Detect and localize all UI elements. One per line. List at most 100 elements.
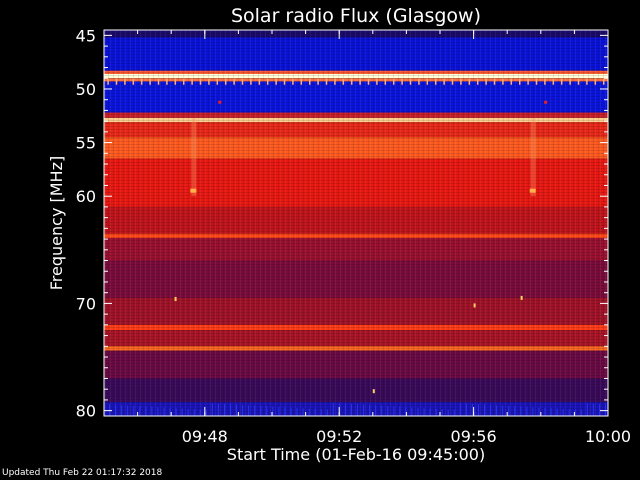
interference-tick <box>468 78 471 85</box>
noise-line <box>375 405 377 416</box>
noise-line <box>447 409 449 416</box>
noise-line <box>254 405 256 416</box>
noise-line <box>284 407 286 416</box>
interference-tick <box>258 78 261 85</box>
interference-tick <box>182 78 185 85</box>
noise-line <box>242 404 244 416</box>
interference-tick <box>208 78 210 85</box>
noise-line <box>223 403 225 416</box>
speckle-2 <box>372 389 375 394</box>
interference-tick <box>594 78 597 85</box>
interference-tick <box>132 78 135 85</box>
interference-tick <box>250 78 252 85</box>
noise-line <box>169 407 171 416</box>
burst-dot-1 <box>529 188 536 193</box>
x-tick-label-2: 09:56 <box>451 427 497 446</box>
interference-tick <box>376 78 378 85</box>
noise-line <box>151 406 153 416</box>
noise-line <box>423 408 425 416</box>
noise-line <box>163 407 165 416</box>
interference-tick <box>510 78 513 85</box>
y-tick-label-2: 55 <box>76 134 96 153</box>
noise-line <box>181 408 183 416</box>
noise-line <box>441 409 443 416</box>
interference-tick <box>384 78 387 85</box>
interference-tick <box>140 78 143 85</box>
chart-title: Solar radio Flux (Glasgow) <box>231 5 481 27</box>
burst-dot-0 <box>190 188 197 193</box>
noise-line <box>580 409 582 416</box>
noise-line <box>296 407 298 416</box>
y-tick-label-0: 45 <box>76 26 96 45</box>
noise-line <box>187 408 189 416</box>
noise-line <box>175 408 177 416</box>
noise-line <box>260 405 262 416</box>
interference-tick <box>342 78 345 85</box>
noise-line <box>484 404 486 416</box>
noise-line <box>363 404 365 416</box>
interference-tick <box>451 78 454 85</box>
noise-line <box>538 407 540 416</box>
noise-line <box>145 406 147 416</box>
noise-line <box>157 407 159 416</box>
updated-timestamp: Updated Thu Feb 22 01:17:32 2018 <box>2 468 163 478</box>
interference-tick <box>552 78 555 85</box>
noise-line <box>459 403 461 416</box>
interference-tick <box>544 78 546 85</box>
noise-line <box>465 403 467 416</box>
noise-line <box>514 406 516 416</box>
x-tick-label-3: 10:00 <box>585 427 631 446</box>
noise-line <box>357 404 359 416</box>
noise-line <box>217 403 219 416</box>
noise-line <box>369 405 371 416</box>
noise-line <box>417 407 419 416</box>
noise-line <box>471 403 473 416</box>
x-tick-label-0: 09:48 <box>182 427 228 446</box>
noise-line <box>236 404 238 416</box>
interference-tick <box>460 78 462 85</box>
noise-line <box>544 407 546 416</box>
interference-tick <box>224 78 227 85</box>
spectrogram-features <box>107 78 606 416</box>
noise-line <box>278 406 280 416</box>
speckle-1 <box>174 296 177 301</box>
interference-tick <box>350 78 353 85</box>
texture-vertical <box>104 30 608 416</box>
noise-line <box>586 403 588 416</box>
noise-line <box>502 405 504 416</box>
interference-tick <box>426 78 429 85</box>
y-axis-label: Frequency [MHz] <box>47 156 66 290</box>
noise-line <box>302 408 304 416</box>
interference-tick <box>166 78 168 85</box>
noise-line <box>490 404 492 416</box>
burst-column-1 <box>530 117 536 197</box>
interference-tick <box>535 78 538 85</box>
noise-line <box>568 409 570 416</box>
interference-tick <box>233 78 235 85</box>
noise-line <box>121 405 123 416</box>
interference-tick <box>502 78 504 85</box>
noise-line <box>399 406 401 416</box>
noise-line <box>248 405 250 416</box>
interference-tick <box>577 78 580 85</box>
interference-tick <box>300 78 303 85</box>
noise-line <box>477 404 479 416</box>
noise-line <box>272 406 274 416</box>
interference-tick <box>586 78 588 85</box>
noise-line <box>381 405 383 416</box>
interference-tick <box>493 78 496 85</box>
noise-line <box>405 407 407 416</box>
burst-column-0 <box>191 117 197 197</box>
interference-tick <box>409 78 412 85</box>
noise-line <box>350 404 352 416</box>
noise-line <box>332 403 334 416</box>
interference-tick <box>401 78 403 85</box>
noise-line <box>266 406 268 416</box>
interference-tick <box>157 78 160 85</box>
interference-tick <box>199 78 202 85</box>
interference-tick <box>334 78 336 85</box>
interference-tick <box>124 78 126 85</box>
noise-line <box>592 403 594 416</box>
noise-line <box>526 406 528 416</box>
noise-line <box>193 409 195 416</box>
